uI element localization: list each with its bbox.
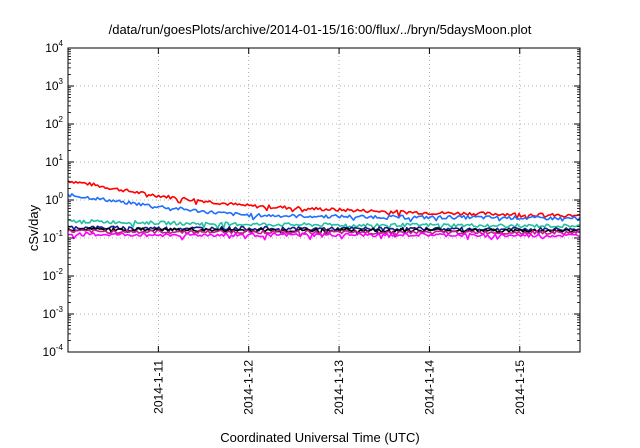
y-axis-label: cSv/day (26, 204, 41, 252)
y-tick-label: 10-1 (43, 229, 64, 245)
y-axis-ticks: 10-4 10-3 10-2 10-1 100 101 102 103 104 (43, 39, 580, 359)
y-tick-label: 100 (45, 191, 63, 207)
y-tick-label: 101 (45, 153, 63, 169)
series-layer (67, 180, 581, 241)
x-tick-label: 2014-1-15 (513, 360, 527, 415)
y-tick-label: 102 (45, 115, 63, 131)
x-tick-label: 2014-1-11 (151, 360, 165, 414)
series-line-2 (67, 193, 581, 223)
x-tick-label: 2014-1-14 (422, 360, 436, 415)
x-axis-label: Coordinated Universal Time (UTC) (220, 430, 420, 445)
series-line-3 (67, 218, 581, 230)
grid-lines (68, 48, 580, 352)
y-tick-label: 10-2 (43, 267, 64, 283)
y-tick-label: 104 (45, 39, 63, 55)
x-tick-label: 2014-1-12 (242, 360, 256, 415)
series-line-1 (67, 180, 581, 220)
chart-title: /data/run/goesPlots/archive/2014-01-15/1… (108, 22, 532, 37)
y-tick-label: 10-4 (43, 343, 64, 359)
series-line-7 (68, 232, 581, 241)
x-tick-label: 2014-1-13 (332, 360, 346, 415)
y-tick-label: 103 (45, 77, 63, 93)
y-tick-label: 10-3 (43, 305, 64, 321)
x-axis-ticks: 2014-1-11 2014-1-12 2014-1-13 2014-1-14 2014… (151, 48, 527, 415)
